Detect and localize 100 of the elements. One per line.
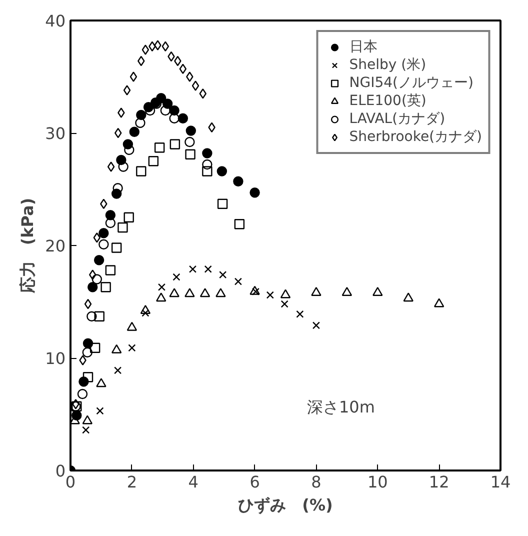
point bbox=[126, 322, 138, 331]
point bbox=[202, 159, 212, 170]
point bbox=[111, 242, 122, 253]
point bbox=[192, 80, 200, 91]
point bbox=[142, 309, 150, 317]
point bbox=[136, 166, 146, 176]
point bbox=[94, 255, 104, 266]
point bbox=[82, 372, 94, 382]
point bbox=[100, 282, 111, 292]
point bbox=[79, 355, 86, 366]
x-tick-label: 12 bbox=[428, 472, 450, 492]
point bbox=[90, 342, 100, 353]
point bbox=[107, 162, 115, 172]
point bbox=[105, 210, 116, 220]
legend-label: ELE100(英) bbox=[349, 92, 426, 110]
point bbox=[162, 41, 170, 52]
x-tick-label: 4 bbox=[188, 472, 198, 492]
point bbox=[111, 344, 122, 354]
point bbox=[130, 72, 138, 82]
point bbox=[105, 265, 116, 276]
point bbox=[96, 378, 106, 388]
point bbox=[84, 298, 92, 310]
point bbox=[88, 282, 98, 292]
point bbox=[216, 288, 226, 298]
point bbox=[82, 415, 92, 424]
point bbox=[135, 118, 146, 128]
point bbox=[89, 270, 96, 280]
legend-label: Shelby (米) bbox=[349, 56, 426, 74]
x-axis-title: ひずみ (%) bbox=[238, 496, 333, 514]
point bbox=[250, 188, 260, 198]
point bbox=[280, 289, 291, 298]
point bbox=[114, 366, 122, 374]
point bbox=[98, 239, 109, 250]
point bbox=[178, 113, 188, 124]
point bbox=[158, 283, 166, 291]
legend-label: NGI54(ノルウェー) bbox=[349, 74, 474, 92]
point bbox=[186, 72, 194, 82]
point bbox=[185, 149, 196, 160]
point bbox=[92, 274, 102, 284]
point bbox=[234, 219, 245, 230]
point bbox=[136, 110, 146, 120]
point bbox=[148, 156, 159, 166]
point bbox=[296, 310, 304, 318]
annotation: 深さ10m bbox=[307, 398, 375, 416]
point bbox=[100, 198, 108, 209]
point bbox=[233, 176, 244, 186]
x-tick-label: 2 bbox=[126, 472, 138, 492]
point bbox=[82, 426, 90, 434]
point bbox=[403, 292, 414, 302]
point bbox=[250, 286, 260, 295]
x-tick-label: 14 bbox=[490, 472, 511, 492]
y-tick-label: 10 bbox=[45, 349, 66, 368]
point bbox=[202, 148, 212, 158]
y-axis-title: 応力 (kPa) bbox=[18, 198, 38, 294]
point bbox=[252, 288, 260, 296]
point bbox=[312, 322, 320, 330]
point bbox=[128, 344, 136, 352]
point bbox=[154, 40, 162, 50]
point bbox=[105, 218, 116, 228]
x-tick-label: 10 bbox=[367, 472, 388, 492]
point bbox=[204, 265, 212, 273]
point bbox=[77, 388, 88, 400]
legend-label: 日本 bbox=[349, 38, 378, 56]
point bbox=[170, 139, 180, 150]
y-tick-label: 40 bbox=[45, 12, 66, 30]
point bbox=[216, 166, 228, 176]
point bbox=[184, 288, 195, 298]
point bbox=[266, 291, 274, 299]
point bbox=[129, 126, 140, 137]
point bbox=[86, 311, 97, 322]
y-tick-label: 20 bbox=[45, 236, 66, 256]
y-tick-label: 30 bbox=[45, 124, 66, 143]
point bbox=[184, 136, 195, 148]
legend-label: Sherbrooke(カナダ) bbox=[349, 128, 482, 146]
point bbox=[156, 292, 166, 302]
point bbox=[118, 108, 125, 118]
point bbox=[96, 407, 104, 415]
point bbox=[93, 232, 101, 243]
point bbox=[140, 304, 151, 314]
point bbox=[94, 311, 104, 322]
point bbox=[169, 288, 180, 298]
point bbox=[188, 265, 197, 273]
point bbox=[148, 41, 156, 52]
x-tick-label: 6 bbox=[250, 472, 260, 492]
point bbox=[154, 142, 165, 153]
point bbox=[311, 286, 322, 296]
point bbox=[202, 166, 212, 176]
point bbox=[118, 162, 128, 172]
point bbox=[342, 286, 352, 296]
point bbox=[208, 122, 216, 132]
point bbox=[142, 44, 150, 55]
point bbox=[234, 278, 242, 286]
point bbox=[98, 228, 109, 238]
point bbox=[179, 64, 187, 74]
point bbox=[372, 286, 383, 296]
point bbox=[123, 85, 131, 96]
point bbox=[172, 273, 180, 281]
point bbox=[434, 298, 444, 308]
point bbox=[200, 288, 210, 298]
point bbox=[124, 212, 134, 222]
